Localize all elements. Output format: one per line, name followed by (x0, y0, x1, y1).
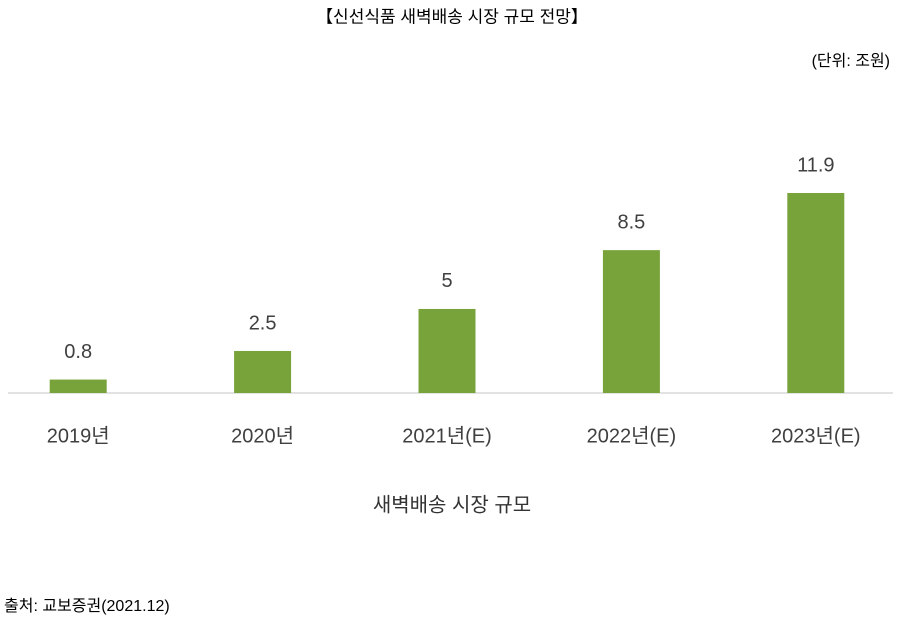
bar (234, 350, 292, 393)
x-tick-label: 2020년 (231, 424, 294, 447)
chart-title: 【신선식품 새벽배송 시장 규모 전망】 (316, 7, 588, 26)
x-tick-label: 2019년 (47, 424, 110, 447)
data-label: 8.5 (617, 211, 645, 233)
data-label: 5 (441, 270, 452, 292)
x-axis-title: 새벽배송 시장 규모 (373, 493, 531, 516)
x-tick-label: 2021년(E) (402, 424, 492, 447)
bar (787, 193, 845, 393)
data-label: 2.5 (249, 312, 277, 334)
unit-label: (단위: 조원) (812, 52, 890, 70)
x-tick-label: 2022년(E) (587, 424, 677, 447)
bar (418, 308, 476, 393)
bar (602, 250, 660, 393)
source-note: 출처: 교보증권(2021.12) (4, 597, 170, 615)
bar (49, 379, 107, 393)
data-label: 11.9 (797, 154, 834, 176)
x-tick-label: 2023년(E) (771, 424, 861, 447)
data-label: 0.8 (64, 341, 92, 363)
